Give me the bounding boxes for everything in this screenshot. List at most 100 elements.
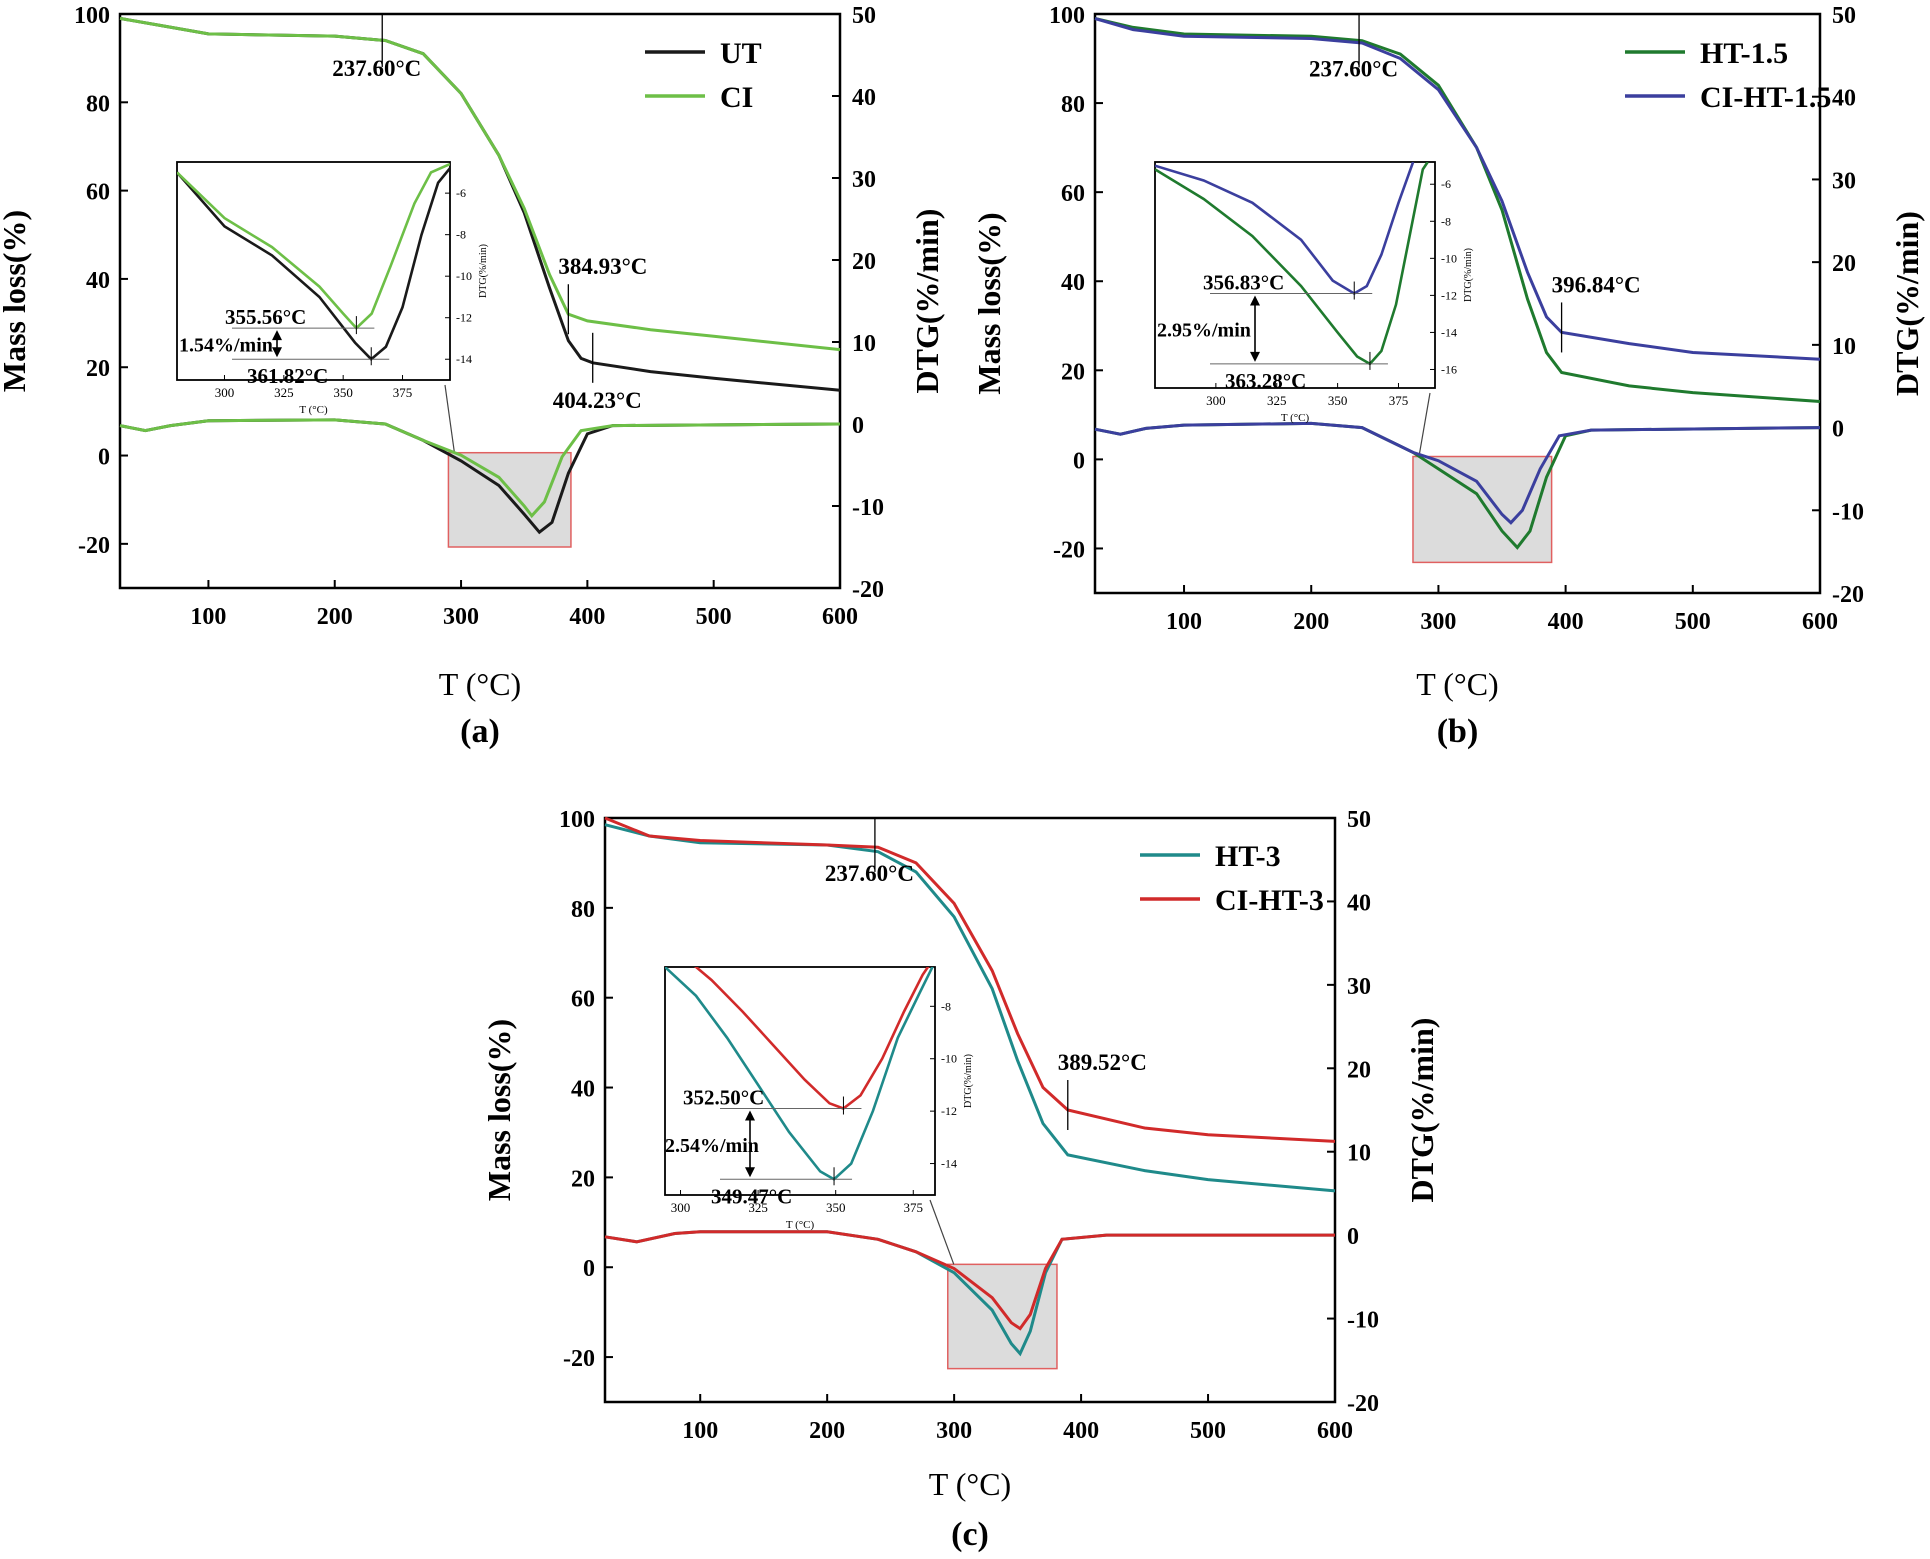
inset-arrowhead-down bbox=[1250, 351, 1260, 362]
inset-frame bbox=[664, 966, 936, 1196]
inset-curve-1 bbox=[1155, 162, 1415, 296]
y-axis-label-right: DTG(%/min) bbox=[909, 209, 945, 394]
inset-peak2-label: 361.82°C bbox=[247, 364, 328, 388]
inset-frame bbox=[1154, 161, 1436, 389]
inset-y-tick-label: -12 bbox=[1441, 288, 1457, 302]
onset-label: 237.60°C bbox=[1309, 56, 1398, 81]
inset-y-label: DTG(%/min) bbox=[1463, 248, 1474, 302]
y2-tick-label: 0 bbox=[1832, 417, 1844, 443]
inset-curve-0 bbox=[1155, 162, 1429, 366]
inset-curves bbox=[665, 967, 934, 1181]
x-tick-label: 100 bbox=[682, 1418, 718, 1444]
end-label: 396.84°C bbox=[1552, 272, 1641, 297]
y-tick-label: 20 bbox=[86, 356, 110, 382]
x-axis-label: T (°C) bbox=[929, 1466, 1011, 1502]
inset-delta-label: 1.54%/min bbox=[179, 335, 273, 357]
y-tick-label: 0 bbox=[98, 445, 110, 471]
panel-a: 100 200 300 400 500 600-20020406080100-20-100… bbox=[0, 3, 945, 750]
x-tick-label: 600 bbox=[822, 604, 858, 630]
end-label: 404.23°C bbox=[553, 388, 642, 413]
inset-x-tick-label: 350 bbox=[333, 385, 353, 400]
inset-peak2-label: 363.28°C bbox=[1225, 369, 1306, 393]
tg-line-CI-HT-3 bbox=[604, 816, 1336, 1143]
y-tick-label: 20 bbox=[1061, 359, 1085, 385]
inset-y-label: DTG(%/min) bbox=[963, 1054, 974, 1108]
y-tick-label: 40 bbox=[1061, 270, 1085, 296]
x-tick-label: 500 bbox=[696, 604, 732, 630]
inset-y-tick-label: -10 bbox=[456, 269, 472, 283]
y-axis-label-right: DTG(%/min) bbox=[1889, 211, 1925, 396]
y-tick-label: 0 bbox=[1073, 448, 1085, 474]
x-tick-label: 600 bbox=[1317, 1418, 1353, 1444]
zoom-connector bbox=[929, 1199, 955, 1265]
y2-tick-label: 0 bbox=[852, 413, 864, 439]
x-tick-label: 300 bbox=[1420, 609, 1456, 635]
y-tick-label: 60 bbox=[86, 180, 110, 206]
y2-tick-label: 10 bbox=[852, 331, 876, 357]
inset-curve-0 bbox=[665, 967, 934, 1181]
inset-arrowhead-down bbox=[745, 1167, 755, 1178]
inset-y-tick-label: -12 bbox=[941, 1104, 957, 1118]
x-tick-label: 200 bbox=[809, 1418, 845, 1444]
x-tick-label: 500 bbox=[1190, 1418, 1226, 1444]
y-tick-label: 80 bbox=[571, 897, 595, 923]
zoom-connector bbox=[1418, 392, 1431, 457]
y2-tick-label: 10 bbox=[1832, 334, 1856, 360]
y-axis-label-left: Mass loss(%) bbox=[971, 212, 1007, 394]
dtg-line-CI-HT-1.5 bbox=[1094, 421, 1821, 525]
inset-x-tick-label: 325 bbox=[274, 385, 294, 400]
legend-label-UT: UT bbox=[720, 37, 762, 70]
tg-line-CI bbox=[119, 16, 841, 352]
inset-y-label: DTG(%/min) bbox=[478, 244, 489, 298]
dtg-line-CI-HT-3 bbox=[604, 1230, 1335, 1331]
inset-x-label: T (°C) bbox=[786, 1219, 815, 1231]
y2-tick-label: 20 bbox=[852, 249, 876, 275]
panel-c: 100 200 300 400 500 600-20020406080100-20-100… bbox=[481, 807, 1440, 1553]
inset-x-tick-label: 375 bbox=[904, 1200, 924, 1215]
plot-frame bbox=[603, 816, 1337, 1404]
inset-peak2-label: 349.47°C bbox=[711, 1184, 792, 1208]
x-tick-label: 400 bbox=[1548, 609, 1584, 635]
inset-y-tick-label: -8 bbox=[1441, 214, 1451, 228]
x-tick-label: 400 bbox=[569, 604, 605, 630]
inset-y-tick-label: -8 bbox=[941, 999, 951, 1013]
caption-c: (c) bbox=[951, 1516, 989, 1553]
y-tick-label: 100 bbox=[74, 3, 110, 29]
y-tick-label: 60 bbox=[1061, 181, 1085, 207]
inset-curve-1 bbox=[694, 967, 930, 1110]
x-tick-label: 300 bbox=[443, 604, 479, 630]
y-tick-label: 100 bbox=[559, 807, 595, 833]
y2-tick-label: 30 bbox=[852, 167, 876, 193]
inset-y-tick-label: -14 bbox=[941, 1157, 957, 1171]
inset-x-tick-label: 300 bbox=[215, 385, 235, 400]
onset-label: 237.60°C bbox=[825, 861, 914, 886]
inset-peak1-label: 352.50°C bbox=[683, 1086, 764, 1110]
y-tick-label: 0 bbox=[583, 1256, 595, 1282]
inset-y-tick-label: -16 bbox=[1441, 362, 1457, 376]
x-tick-label: 600 bbox=[1802, 609, 1838, 635]
inset-x-label: T (°C) bbox=[1281, 412, 1310, 424]
tg-line-HT-3 bbox=[604, 823, 1336, 1193]
y-axis-label-left: Mass loss(%) bbox=[0, 210, 32, 392]
zoom-box bbox=[1412, 455, 1553, 564]
legend-label-CI-HT-3: CI-HT-3 bbox=[1215, 884, 1324, 917]
inset: 300 325 350 375 -6 -8 -10 -12 -14 T (°C) DTG(%/min… bbox=[176, 161, 489, 416]
x-axis-label: T (°C) bbox=[1416, 666, 1498, 702]
y2-tick-label: -10 bbox=[1832, 499, 1864, 525]
end-label: 384.93°C bbox=[558, 254, 647, 279]
x-tick-label: 200 bbox=[317, 604, 353, 630]
x-tick-label: 300 bbox=[936, 1418, 972, 1444]
y2-tick-label: 0 bbox=[1347, 1224, 1359, 1250]
inset-peak1-label: 356.83°C bbox=[1203, 271, 1284, 295]
inset-y-tick-label: -8 bbox=[456, 228, 466, 242]
y-axis-label-left: Mass loss(%) bbox=[481, 1019, 517, 1201]
y2-tick-label: 40 bbox=[852, 85, 876, 111]
inset-y-tick-label: -12 bbox=[456, 311, 472, 325]
x-tick-label: 100 bbox=[190, 604, 226, 630]
inset-x-tick-label: 300 bbox=[671, 1200, 691, 1215]
inset-y-tick-label: -6 bbox=[456, 186, 466, 200]
y-tick-label: 80 bbox=[1061, 92, 1085, 118]
x-tick-label: 500 bbox=[1675, 609, 1711, 635]
caption-b: (b) bbox=[1437, 713, 1479, 750]
